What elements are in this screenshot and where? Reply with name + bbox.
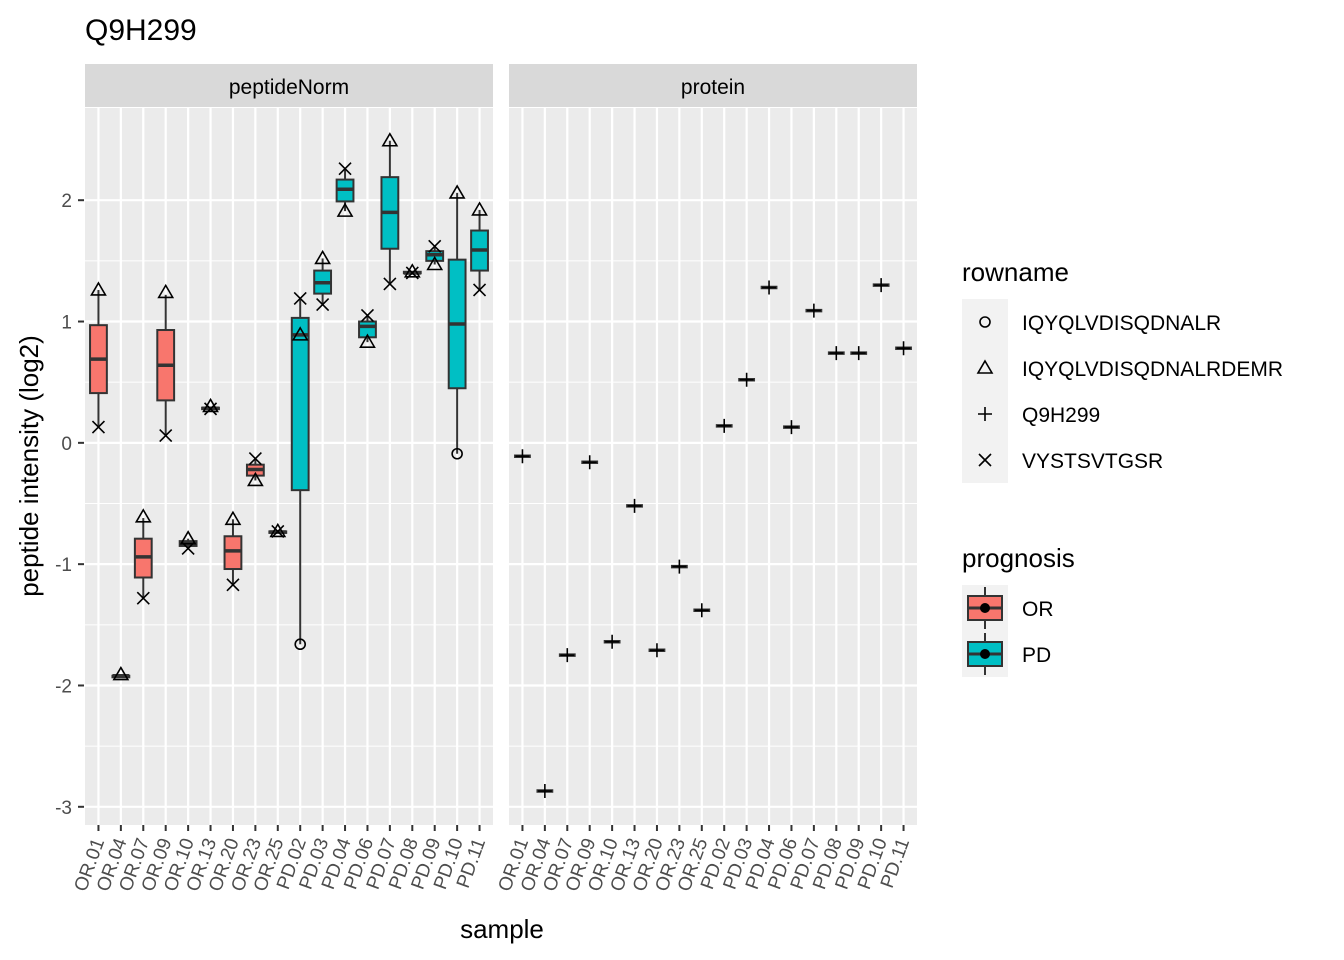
- point: [136, 591, 150, 605]
- panel-background: [85, 108, 493, 825]
- boxplot: [335, 168, 355, 212]
- point: [806, 303, 821, 318]
- point: [515, 449, 530, 464]
- point: [316, 297, 330, 312]
- point: [181, 541, 195, 555]
- legend-title: rowname: [962, 257, 1069, 287]
- legend-label: Q9H299: [1022, 404, 1100, 427]
- legend-label: IQYQLVDISQDNALR: [1022, 312, 1221, 335]
- point: [90, 281, 107, 296]
- legend-label: IQYQLVDISQDNALRDEMR: [1022, 358, 1283, 381]
- point: [294, 638, 307, 651]
- boxplot: [313, 258, 333, 305]
- y-tick-label: 2: [61, 191, 72, 212]
- point: [979, 316, 991, 328]
- point: [426, 255, 444, 271]
- boxplot: [156, 294, 176, 436]
- point: [471, 201, 488, 216]
- point: [179, 530, 197, 545]
- box: [290, 316, 310, 492]
- point: [403, 263, 421, 278]
- legend-key: [962, 299, 1008, 345]
- point: [224, 510, 242, 526]
- strip-label: peptideNorm: [229, 76, 349, 99]
- point: [739, 372, 754, 387]
- point: [360, 308, 375, 323]
- y-tick-label: -2: [55, 676, 72, 697]
- boxplot: [89, 289, 108, 428]
- legend-dot: [980, 603, 990, 613]
- point: [694, 603, 709, 618]
- point: [203, 402, 218, 416]
- point: [159, 428, 173, 443]
- y-tick-label: -3: [55, 798, 72, 819]
- y-axis-label: peptide intensity (log2): [14, 335, 44, 597]
- point: [978, 453, 992, 467]
- legend-key: [962, 345, 1008, 391]
- box: [223, 535, 243, 571]
- point: [248, 452, 262, 466]
- point: [383, 277, 397, 291]
- legend-label: OR: [1022, 598, 1054, 621]
- point: [226, 578, 240, 592]
- y-tick-label: -1: [55, 555, 72, 576]
- boxplot: [358, 315, 377, 343]
- point: [582, 455, 597, 470]
- boxplot: [223, 519, 243, 585]
- point: [336, 202, 354, 217]
- point: [269, 522, 287, 538]
- point: [978, 407, 992, 421]
- point: [405, 266, 419, 280]
- point: [472, 283, 487, 297]
- strip: [509, 64, 917, 107]
- point: [717, 418, 732, 433]
- point: [451, 447, 463, 460]
- point: [91, 420, 106, 434]
- point: [314, 249, 332, 265]
- point: [537, 784, 552, 799]
- point: [649, 643, 664, 658]
- x-axis-label: sample: [460, 914, 544, 944]
- point: [851, 346, 866, 361]
- legend-title: prognosis: [962, 543, 1075, 573]
- boxplot: [133, 518, 153, 599]
- point: [829, 346, 844, 361]
- point: [293, 291, 307, 306]
- boxplot: [447, 192, 467, 454]
- panel-background: [509, 108, 917, 825]
- point: [291, 326, 309, 341]
- point: [605, 634, 620, 649]
- chart-title: Q9H299: [85, 14, 197, 47]
- point: [762, 280, 777, 295]
- legend-label: VYSTSVTGSR: [1022, 450, 1163, 473]
- point: [359, 333, 376, 348]
- legend-label: PD: [1022, 644, 1051, 667]
- legend-dot: [980, 649, 990, 659]
- point: [672, 559, 687, 574]
- y-tick-label: 0: [61, 434, 72, 455]
- point: [338, 162, 352, 176]
- boxplot: [380, 140, 400, 284]
- point: [112, 665, 130, 681]
- point: [560, 648, 575, 663]
- point: [134, 508, 152, 523]
- strip: [85, 64, 493, 107]
- point: [157, 283, 175, 299]
- point: [428, 239, 442, 253]
- point: [627, 498, 642, 513]
- point: [896, 341, 911, 356]
- point: [874, 278, 889, 293]
- y-tick-label: 1: [61, 313, 72, 334]
- point: [246, 471, 264, 487]
- point: [784, 420, 799, 435]
- point: [381, 132, 399, 147]
- boxplot: [290, 299, 310, 645]
- point: [271, 524, 285, 538]
- point: [976, 359, 994, 374]
- boxplot: [470, 209, 489, 290]
- strip-label: protein: [681, 76, 745, 99]
- point: [448, 184, 466, 199]
